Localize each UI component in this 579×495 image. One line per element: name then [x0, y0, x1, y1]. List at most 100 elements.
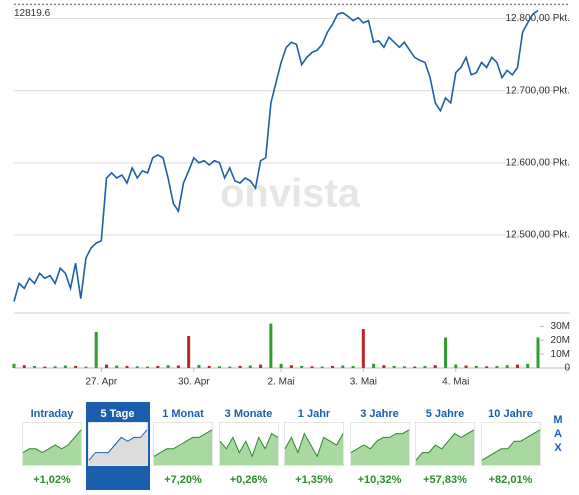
x-tick-label: 27. Apr: [85, 377, 117, 388]
period-tab[interactable]: 1 Jahr +1,35%: [282, 402, 346, 490]
volume-bar: [187, 336, 191, 368]
volume-bar: [176, 365, 180, 368]
volume-bar: [372, 363, 376, 368]
period-change: +82,01%: [488, 474, 533, 486]
volume-bar: [33, 365, 37, 368]
chart: onvista 12.500,00 Pkt. 12.600,00 Pkt. 12.7…: [12, 3, 571, 388]
period-change: +57,83%: [423, 474, 467, 486]
volume-bar: [259, 364, 263, 368]
period-tab[interactable]: Intraday +1,02%: [20, 402, 84, 490]
thumbnail-line: [415, 429, 475, 461]
thumbnail-line: [350, 429, 409, 454]
x-tick-label: 2. Mai: [268, 377, 295, 388]
volume-bar: [382, 365, 386, 368]
thumbnail-area: [154, 429, 212, 465]
period-label: 1 Monat: [162, 408, 204, 420]
thumbnail-line: [88, 429, 147, 461]
volume-bar: [300, 365, 304, 368]
period-tab[interactable]: 1 Monat +7,20%: [151, 402, 215, 490]
thumbnail: [284, 422, 344, 466]
thumbnail-line: [22, 429, 82, 454]
y-tick-label: 12.500,00 Pkt.: [506, 230, 571, 241]
volume-bar: [207, 365, 211, 368]
volume-bar: [166, 365, 170, 368]
period-change: +1,35%: [295, 474, 333, 486]
volume-bar: [269, 323, 273, 368]
x-tick-label: 3. Mai: [350, 377, 377, 388]
period-label: 3 Jahre: [360, 408, 399, 420]
thumbnail-line: [153, 429, 213, 457]
volume-bar: [217, 366, 221, 368]
volume-bar: [310, 366, 314, 368]
period-tab[interactable]: 5 Tage: [85, 402, 150, 490]
volume-bar: [43, 366, 47, 368]
volume-bar: [146, 366, 150, 368]
y-tick-label: 12.700,00 Pkt.: [506, 85, 571, 96]
period-tab[interactable]: 10 Jahre +82,01%: [479, 402, 543, 490]
volume-tick-label: 0: [564, 363, 570, 374]
volume-bar: [238, 365, 242, 368]
thumbnail: [415, 422, 475, 466]
volume-bar: [351, 365, 355, 368]
period-label: 10 Jahre: [488, 408, 533, 420]
period-tab[interactable]: 3 Monate +0,26%: [217, 402, 281, 490]
volume-bar: [197, 364, 201, 368]
max-tab[interactable]: MAX: [552, 414, 564, 456]
period-change: +0,26%: [229, 474, 268, 486]
thumbnail-area: [285, 433, 343, 465]
volume-bar: [392, 365, 396, 368]
volume-bar: [94, 331, 98, 368]
thumbnail-line: [284, 432, 344, 458]
volume-bar: [228, 366, 232, 368]
thumbnail-area: [416, 429, 474, 465]
period-tabs: MAX Intraday +1,02% 5 Tage 1 Monat +7,20% 3 M…: [0, 400, 579, 495]
period-label: 1 Jahr: [297, 408, 331, 420]
price-line: [13, 9, 539, 302]
volume-bar: [536, 337, 540, 368]
period-label: 5 Tage: [100, 408, 135, 420]
thumbnail: [349, 422, 410, 466]
volume-bar: [84, 366, 88, 368]
volume-tick-label: 30M: [551, 321, 570, 332]
period-label: Intraday: [30, 408, 74, 420]
volume-bar: [526, 363, 530, 368]
volume-bar: [413, 366, 417, 368]
volume-bar: [485, 366, 489, 368]
period-tab[interactable]: 5 Jahre +57,83%: [413, 402, 477, 490]
thumbnail: [87, 422, 148, 466]
volume-bar: [320, 366, 324, 368]
volume-bar: [474, 365, 478, 368]
volume-bar: [402, 366, 406, 368]
period-label: 3 Monate: [224, 408, 273, 420]
y-tick-label: 12.600,00 Pkt.: [506, 157, 571, 168]
volume-bar: [125, 365, 129, 368]
volume-bar: [156, 365, 160, 368]
volume-bar: [515, 364, 519, 368]
period-tab[interactable]: 3 Jahre +10,32%: [348, 402, 412, 490]
volume-bar: [135, 366, 139, 368]
volume-bar: [464, 365, 468, 368]
period-change: +1,02%: [33, 474, 71, 486]
thumbnail: [218, 422, 279, 466]
volume-bar: [433, 365, 437, 368]
thumbnail-line: [219, 432, 278, 458]
volume-bar: [279, 363, 283, 368]
volume-bar: [454, 364, 458, 368]
volume-bar: [12, 363, 16, 368]
volume-bar: [423, 365, 427, 368]
volume-bar: [63, 365, 67, 368]
volume-bar: [495, 365, 499, 368]
volume-bar: [248, 365, 252, 368]
volume-bar: [341, 365, 345, 368]
last-price-label: 12819.6: [14, 8, 51, 19]
thumbnail-area: [350, 429, 409, 465]
volume-bar: [444, 337, 448, 368]
x-tick-label: 4. Mai: [442, 377, 469, 388]
volume-bar: [331, 365, 335, 368]
volume-bar: [115, 365, 119, 368]
volume-bar: [289, 365, 293, 368]
y-tick-label: 12.800,00 Pkt.: [506, 13, 571, 24]
thumbnail: [480, 422, 541, 466]
thumbnail: [22, 422, 82, 466]
